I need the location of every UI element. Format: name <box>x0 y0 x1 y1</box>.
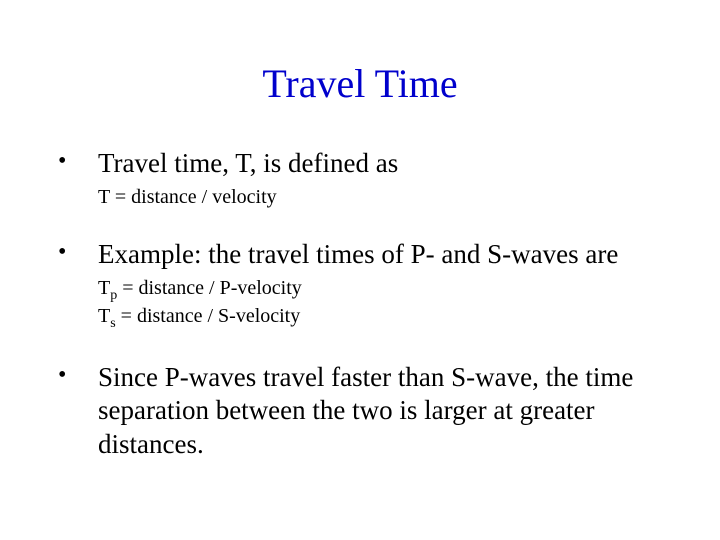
bullet-body: Travel time, T, is defined as <box>98 147 670 181</box>
slide-title: Travel Time <box>50 60 670 107</box>
bullet-sub: T = distance / velocity <box>98 185 670 210</box>
bullet-sub: Tp = distance / P-velocity Ts = distance… <box>98 276 670 333</box>
sub-prefix: T <box>98 305 110 327</box>
bullet-item: Travel time, T, is defined as T = distan… <box>50 147 670 210</box>
bullet-body: Since P-waves travel faster than S-wave,… <box>98 361 670 462</box>
slide: Travel Time Travel time, T, is defined a… <box>0 0 720 540</box>
sub-line: Ts = distance / S-velocity <box>98 304 670 333</box>
bullet-body: Example: the travel times of P- and S-wa… <box>98 238 670 272</box>
sub-rest: = distance / S-velocity <box>116 305 301 327</box>
bullet-item: Since P-waves travel faster than S-wave,… <box>50 361 670 462</box>
sub-prefix: T <box>98 277 110 299</box>
sub-line: Tp = distance / P-velocity <box>98 276 670 305</box>
sub-line: T = distance / velocity <box>98 185 670 210</box>
sub-rest: = distance / P-velocity <box>117 277 302 299</box>
bullet-item: Example: the travel times of P- and S-wa… <box>50 238 670 333</box>
bullet-list: Travel time, T, is defined as T = distan… <box>50 147 670 462</box>
